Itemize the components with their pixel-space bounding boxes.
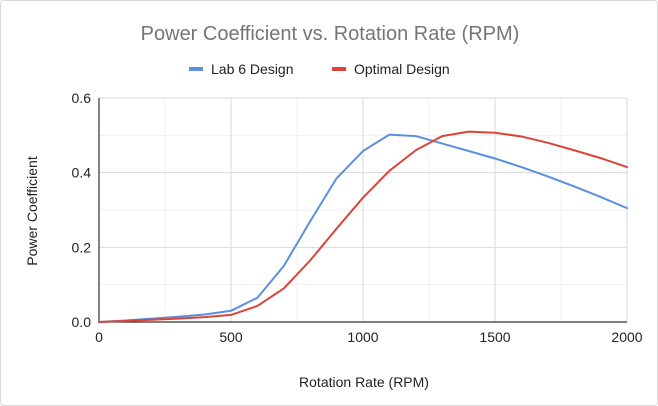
legend-item-lab-6-design[interactable]: Lab 6 Design	[189, 61, 294, 77]
series-line-lab-6-design	[98, 133, 628, 323]
grid	[99, 97, 628, 322]
y-tick-label: 0.0	[72, 314, 92, 330]
x-tick-label: 1500	[479, 329, 510, 345]
x-axis-title: Rotation Rate (RPM)	[299, 374, 429, 390]
tick-labels: 0 500 1000 1500 2000 0.0 0.2 0.4 0.6	[72, 90, 643, 345]
legend-label-optimal-design: Optimal Design	[354, 61, 450, 77]
x-tick-label: 1000	[347, 329, 378, 345]
y-axis-title: Power Coefficient	[24, 156, 40, 266]
axes	[98, 98, 627, 323]
series-line-optimal-design	[98, 130, 628, 323]
series-layer	[98, 130, 628, 323]
x-tick-label: 500	[219, 329, 243, 345]
y-tick-label: 0.6	[72, 90, 92, 106]
x-tick-label: 0	[95, 329, 103, 345]
legend-item-optimal-design[interactable]: Optimal Design	[332, 61, 450, 77]
legend-label-lab-6-design: Lab 6 Design	[211, 61, 294, 77]
legend[interactable]: Lab 6 Design Optimal Design	[189, 61, 450, 77]
y-tick-label: 0.2	[72, 239, 92, 255]
y-tick-label: 0.4	[72, 165, 92, 181]
chart-title: Power Coefficient vs. Rotation Rate (RPM…	[141, 23, 520, 45]
x-tick-label: 2000	[611, 329, 642, 345]
